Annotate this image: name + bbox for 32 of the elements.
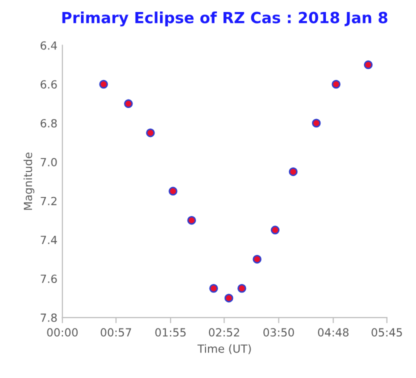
point	[146, 128, 155, 138]
point	[224, 294, 234, 302]
point	[187, 216, 196, 225]
x-tick-label: 04:48	[318, 328, 349, 337]
y-tick-label: 7.8	[40, 313, 57, 322]
x-axis-title: Time (UT)	[197, 344, 251, 354]
point	[332, 80, 340, 89]
y-tick-label: 6.4	[40, 41, 57, 50]
x-tick-label: 02:52	[208, 328, 240, 337]
point	[288, 167, 298, 176]
y-tick-label: 7.2	[40, 196, 56, 206]
y-tick-label: 6.6	[40, 80, 57, 89]
y-tick-label: 7.6	[40, 274, 57, 284]
chart-title: Primary Eclipse of RZ Cas : 2018 Jan 8	[62, 12, 388, 26]
y-tick-label: 7.4	[40, 236, 57, 244]
point	[312, 118, 321, 128]
y-tick-label: 6.8	[40, 119, 57, 128]
point	[364, 60, 373, 70]
point	[252, 254, 262, 264]
point	[237, 284, 246, 293]
point	[270, 226, 280, 234]
point	[168, 186, 178, 196]
y-tick-label: 7.0	[40, 158, 57, 166]
point	[209, 284, 218, 293]
x-tick-label: 03:50	[263, 328, 294, 337]
x-tick-label: 05:45	[372, 328, 402, 337]
y-axis-title: Magnitude	[24, 152, 34, 210]
x-tick-label: 00:00	[47, 328, 78, 337]
point	[99, 80, 108, 89]
x-tick-label: 01:55	[155, 328, 186, 337]
point	[124, 99, 133, 108]
x-tick-label: 00:57	[100, 328, 132, 337]
